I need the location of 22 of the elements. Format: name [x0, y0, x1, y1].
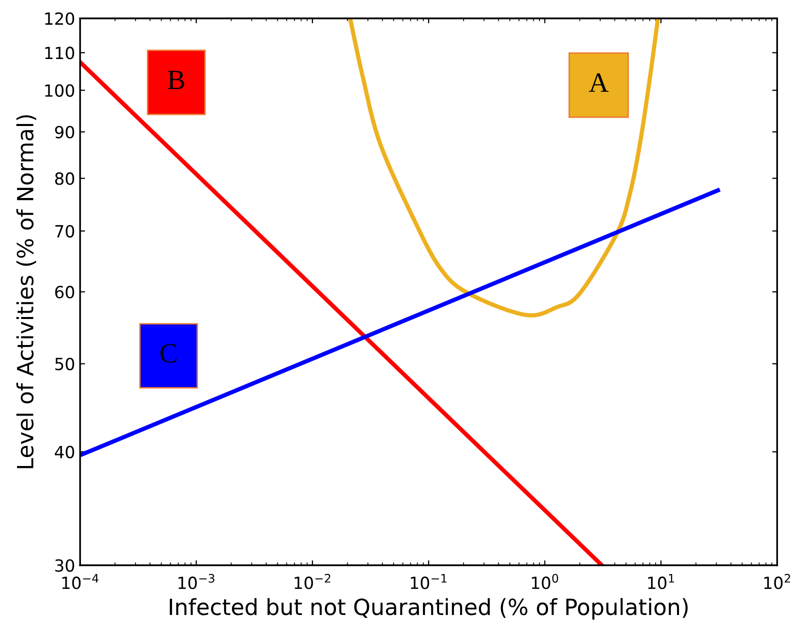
x-tick-label: 10$^{−3}$ [178, 574, 214, 590]
x-tick-label: 10$^{−1}$ [410, 574, 447, 590]
y-tick-label: 30 [55, 559, 74, 572]
x-tick-label: 10$^{1}$ [648, 574, 674, 590]
x-tick-label: 10$^{0}$ [532, 574, 558, 590]
y-tick-label: 80 [55, 172, 74, 185]
y-tick-label: 120 [45, 12, 74, 25]
y-tick-label: 90 [55, 126, 74, 138]
x-axis-title: Infected but not Quarantined (% of Population) [170, 598, 688, 620]
y-tick-label: 110 [45, 46, 74, 60]
x-tick-label: 10$^{2}$ [764, 574, 790, 590]
series-label: B [168, 70, 184, 90]
y-tick-label: 50 [55, 358, 74, 370]
series-label: A [588, 73, 609, 92]
series-label: C [160, 344, 176, 363]
y-axis-title: Level of Activities (% of Normal) [16, 115, 36, 468]
y-tick-label: 100 [45, 84, 74, 97]
y-tick-label: 60 [55, 286, 74, 298]
y-tick-label: 40 [54, 446, 74, 458]
y-tick-label: 70 [55, 224, 74, 238]
x-tick-label: 10$^{−2}$ [294, 574, 330, 590]
x-tick-label: 10$^{−4}$ [62, 574, 98, 590]
